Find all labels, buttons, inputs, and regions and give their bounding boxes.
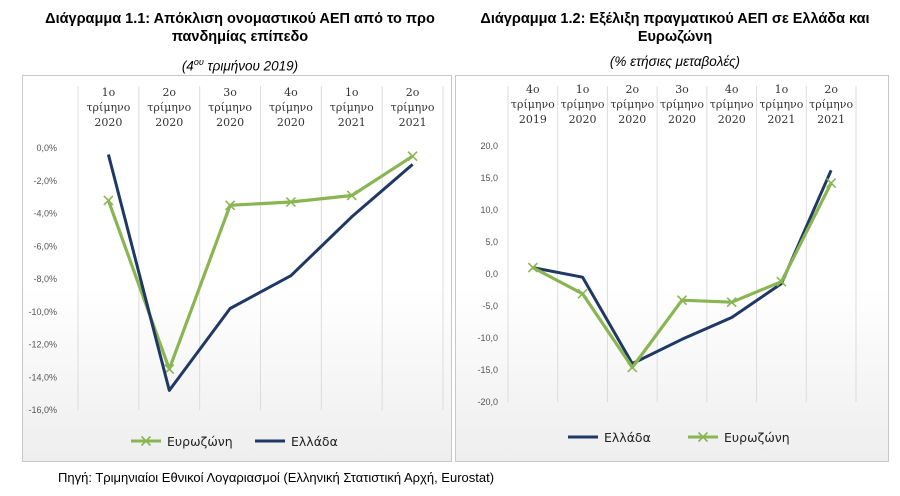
data-point-marker — [627, 362, 638, 373]
y-tick-label: 0,0 — [485, 269, 498, 279]
x-category-label: 2ο — [162, 86, 176, 99]
x-category-label: 4ο — [526, 83, 540, 96]
x-category-label: τρίμηνο — [610, 98, 654, 111]
data-point-marker — [527, 262, 538, 273]
legend-marker — [140, 435, 152, 447]
y-tick-label: -2,0% — [33, 176, 57, 186]
x-category-label: τρίμηνο — [710, 98, 754, 111]
chart2-svg: 20,0 15,0 10,0 5,0 0,0 -5,0 -10,0 -15,0 -20,0 4ο τ… — [477, 83, 857, 445]
x-category-label: 3ο — [675, 83, 689, 96]
x-category-label: 4ο — [284, 86, 298, 99]
x-category-label: 1ο — [576, 83, 590, 96]
chart1-subtitle-base: (4 — [181, 58, 194, 74]
x-category-label: 2020 — [569, 113, 597, 126]
chart2-subtitle: (% ετήσιες μεταβολές) — [609, 54, 741, 69]
data-point-marker — [407, 151, 418, 162]
x-category-label: τρίμηνο — [511, 98, 555, 111]
chart1-panel: 0,0% -2,0% -4,0% -6,0% -8,0% -10,0% -12,0% -14,… — [22, 75, 452, 462]
x-category-label: τρίμηνο — [561, 98, 605, 111]
x-category-label: 2020 — [277, 116, 305, 129]
y-tick-label: -8,0% — [33, 274, 57, 284]
chart1-svg: 0,0% -2,0% -4,0% -6,0% -8,0% -10,0% -12,0% -14,… — [28, 86, 444, 449]
x-category-label: 2ο — [625, 83, 639, 96]
y-tick-label: -15,0 — [477, 365, 498, 375]
y-tick-label: -10,0 — [477, 333, 498, 343]
y-tick-label: 0,0% — [36, 143, 57, 153]
data-point-marker — [164, 363, 175, 375]
chart1-title: Διάγραμμα 1.1: Απόκλιση ονομαστικού ΑΕΠ … — [45, 11, 435, 45]
x-category-label: 2019 — [519, 113, 547, 126]
x-category-label: 2021 — [338, 116, 366, 129]
x-category-label: 2020 — [94, 116, 122, 129]
y-tick-label: -12,0% — [28, 340, 57, 350]
y-tick-label: -4,0% — [33, 209, 57, 219]
x-category-label: 2ο — [406, 86, 420, 99]
y-tick-label: -16,0% — [28, 405, 57, 415]
x-category-label: 1ο — [345, 86, 359, 99]
chart1-subtitle-rest: τριμήνου 2019) — [203, 58, 299, 74]
y-tick-label: 20,0 — [480, 141, 498, 151]
x-category-label: τρίμηνο — [759, 98, 803, 111]
series-line-eurozone — [106, 154, 414, 371]
x-category-label: 1ο — [102, 86, 116, 99]
legend-label: Ελλάδα — [604, 430, 651, 445]
chart1-subtitle-sup: ου — [193, 57, 204, 67]
data-point-marker — [103, 195, 114, 206]
x-category-label: 2020 — [718, 113, 746, 126]
y-tick-label: 15,0 — [480, 173, 498, 183]
x-category-label: 2020 — [668, 113, 696, 126]
x-category-label: 4ο — [725, 83, 739, 96]
data-point-marker — [826, 178, 837, 189]
x-category-label: τρίμηνο — [86, 101, 130, 114]
x-category-label: τρίμηνο — [660, 98, 704, 111]
x-category-label: 1ο — [775, 83, 789, 96]
x-category-label: 2020 — [216, 116, 244, 129]
y-tick-label: -6,0% — [33, 241, 57, 251]
x-category-label: 2020 — [155, 116, 183, 129]
data-point-marker — [225, 200, 236, 211]
source-note: Πηγή: Τριμηνιαίοι Εθνικοί Λογαριασμοί (Ε… — [58, 470, 495, 485]
x-category-label: τρίμηνο — [391, 101, 435, 114]
x-category-label: τρίμηνο — [809, 98, 853, 111]
x-category-label: 2021 — [817, 113, 845, 126]
x-category-label: 3ο — [223, 86, 237, 99]
x-category-label: τρίμηνο — [269, 101, 313, 114]
x-category-label: 2021 — [399, 116, 427, 129]
legend-label: Ευρωζώνη — [724, 430, 790, 445]
data-point-marker — [676, 295, 688, 306]
y-tick-label: -14,0% — [28, 372, 57, 382]
data-point-marker — [346, 190, 357, 201]
chart1-subtitle: (4ου τριμήνου 2019) — [30, 54, 450, 75]
data-point-marker — [776, 276, 787, 287]
chart2-title: Διάγραμμα 1.2: Εξέλιξη πραγματικού ΑΕΠ σ… — [480, 11, 870, 45]
legend-marker — [697, 431, 709, 443]
y-tick-label: 5,0 — [485, 237, 498, 247]
legend-label: Ελλάδα — [291, 434, 338, 449]
x-category-label: τρίμηνο — [330, 101, 374, 114]
x-category-label: 2ο — [824, 83, 838, 96]
series-line-greece — [106, 154, 414, 392]
series-line-greece — [532, 169, 833, 366]
data-point-marker — [577, 288, 588, 299]
y-tick-label: -20,0 — [477, 397, 498, 407]
x-category-label: 2021 — [767, 113, 795, 126]
legend-label: Ευρωζώνη — [167, 434, 233, 449]
data-point-marker — [285, 196, 296, 208]
y-tick-label: -10,0% — [28, 307, 57, 317]
x-category-label: 2020 — [618, 113, 646, 126]
chart2-panel: 20,0 15,0 10,0 5,0 0,0 -5,0 -10,0 -15,0 -20,0 4ο τ… — [455, 75, 889, 462]
x-category-label: τρίμηνο — [147, 101, 191, 114]
data-point-marker — [726, 297, 737, 308]
y-tick-label: 10,0 — [480, 205, 498, 215]
x-category-label: τρίμηνο — [208, 101, 252, 114]
y-tick-label: -5,0 — [482, 301, 498, 311]
